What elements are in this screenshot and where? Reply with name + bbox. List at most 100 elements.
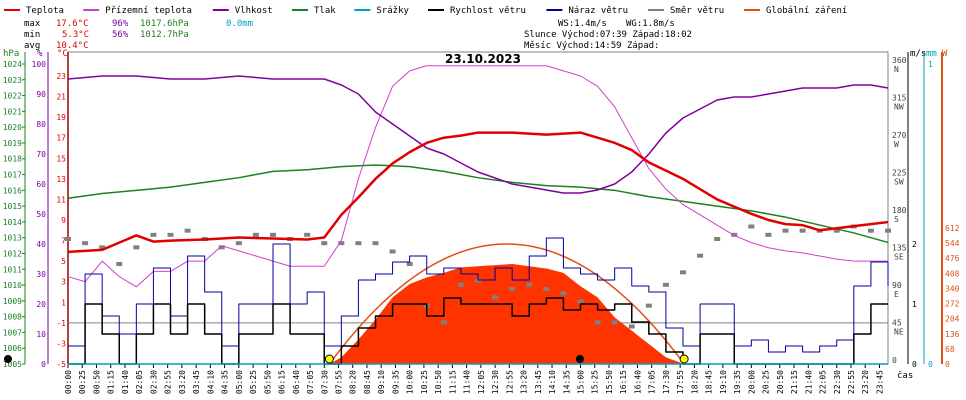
humidity-tick-80: 80: [36, 120, 46, 129]
wind-dir-point-42: [782, 228, 789, 233]
global-radiation-area: [329, 264, 685, 364]
stats-min-humidity: 56%: [112, 30, 129, 40]
dir-label-NW: NW: [894, 103, 904, 112]
wind-dir-point-45: [833, 228, 840, 233]
wind-dir-point-9: [218, 245, 225, 250]
time-tick-20:50: 20:50: [776, 370, 785, 394]
rad-tick-68: 68: [945, 345, 955, 354]
temp-tick-1: 1: [61, 298, 66, 307]
temp-tick--1: -1: [56, 319, 66, 328]
info-sun: Slunce Východ:07:39 Západ:18:02: [524, 30, 692, 40]
wind-dir-point-2: [99, 245, 106, 250]
moon-phase-marker: [4, 355, 12, 363]
chart-title: 23.10.2023: [445, 52, 521, 66]
time-tick-05:25: 05:25: [249, 370, 258, 394]
wind-dir-point-20: [406, 262, 413, 266]
wind-dir-point-36: [680, 270, 686, 275]
time-tick-11:15: 11:15: [448, 370, 457, 394]
legend-label-1: Přízemní teplota: [105, 6, 192, 16]
wind-dir-point-4: [133, 245, 140, 250]
moonrise-marker: [575, 355, 584, 363]
stats-max-temp: 17.6°C: [56, 19, 89, 29]
pressure-tick-1012: 1012: [3, 249, 22, 258]
wind-dir-point-31: [594, 320, 601, 325]
rychlost-větru-line: [68, 297, 888, 365]
wind-dir-point-35: [662, 282, 669, 287]
pressure-tick-1007: 1007: [3, 328, 22, 337]
dir-tick-225: 225: [892, 169, 907, 178]
time-tick-07:55: 07:55: [334, 370, 343, 394]
stats-block: max 17.6°C 96% 1017.6hPa 0.0mm min 5.3°C…: [24, 19, 253, 51]
wind-dir-point-18: [372, 241, 379, 246]
pressure-tick-1018: 1018: [3, 155, 22, 164]
dir-label-SW: SW: [894, 178, 904, 187]
time-tick-02:55: 02:55: [164, 370, 173, 394]
humidity-tick-20: 20: [36, 300, 46, 309]
temp-tick--3: -3: [56, 339, 66, 348]
time-tick-10:25: 10:25: [420, 370, 429, 394]
unit-time: čas: [897, 370, 913, 381]
humidity-tick-40: 40: [36, 240, 46, 249]
pressure-tick-1017: 1017: [3, 171, 22, 180]
time-tick-14:10: 14:10: [548, 370, 557, 394]
time-tick-20:25: 20:25: [762, 370, 771, 394]
time-tick-11:40: 11:40: [463, 370, 472, 394]
wind-dir-point-33: [628, 324, 635, 329]
speed-tick-2: 2: [912, 240, 917, 249]
rain-tick-0: 0: [928, 360, 933, 369]
rad-tick-0: 0: [945, 360, 950, 369]
humidity-tick-0: 0: [41, 360, 46, 369]
wind-dir-point-37: [697, 253, 704, 258]
dir-tick-45: 45: [892, 319, 902, 328]
wind-dir-point-39: [731, 232, 738, 237]
wind-dir-point-10: [235, 241, 242, 246]
pressure-tick-1022: 1022: [3, 92, 22, 101]
series-wind-gust: [68, 237, 889, 353]
pressure-axis: 1024 1023 1022 1021 1020 1019 1018 1017 1016 1015…: [3, 60, 25, 369]
pressure-tick-1024: 1024: [3, 60, 22, 69]
temp-tick-3: 3: [61, 278, 66, 287]
time-tick-00:25: 00:25: [78, 370, 87, 394]
wind-dir-point-27: [526, 282, 533, 287]
time-tick-12:05: 12:05: [477, 370, 486, 394]
speed-tick-1: 1: [912, 300, 917, 309]
humidity-tick-50: 50: [36, 210, 46, 219]
time-tick-18:45: 18:45: [705, 370, 714, 394]
wind-dir-point-14: [304, 232, 311, 237]
humidity-tick-30: 30: [36, 270, 46, 279]
time-tick-12:55: 12:55: [505, 370, 514, 394]
sunrise-marker: [324, 354, 334, 364]
legend-label-4: Srážky: [376, 6, 409, 16]
info-block: WS:1.4m/s WG:1.8m/s Slunce Východ:07:39 …: [524, 19, 692, 51]
time-tick-00:00: 00:00: [64, 370, 73, 394]
stats-max-label: max: [24, 19, 41, 29]
time-tick-18:20: 18:20: [690, 370, 699, 394]
time-tick-02:05: 02:05: [135, 370, 144, 394]
series-temperature: [67, 131, 889, 254]
series-wind-direction: [65, 224, 891, 329]
tlak-line: [67, 164, 889, 244]
wind-dir-point-16: [338, 241, 345, 246]
time-tick-10:00: 10:00: [406, 370, 415, 394]
wind-dir-point-48: [885, 228, 891, 233]
náraz-větru-line: [68, 237, 889, 353]
info-wind-gust: WG:1.8m/s: [626, 19, 675, 29]
dir-label-S: S: [894, 215, 899, 224]
sun-arc: [328, 243, 685, 365]
stats-avg-label: avg: [24, 41, 40, 51]
wind-speed-axis: 2 1 0: [912, 240, 917, 369]
time-tick-02:30: 02:30: [149, 370, 158, 394]
temp-tick-5: 5: [61, 257, 66, 266]
temp-tick-15: 15: [56, 154, 66, 163]
sun-moon-markers: [4, 354, 689, 364]
rad-tick-408: 408: [945, 269, 960, 278]
legend-label-5: Rychlost větru: [450, 6, 526, 16]
wind-dir-point-6: [167, 232, 174, 237]
time-tick-21:15: 21:15: [790, 370, 799, 394]
wind-dir-point-15: [321, 241, 328, 246]
wind-dir-point-38: [714, 237, 721, 241]
temp-tick-17: 17: [56, 134, 66, 143]
wind-dir-point-43: [799, 228, 806, 233]
